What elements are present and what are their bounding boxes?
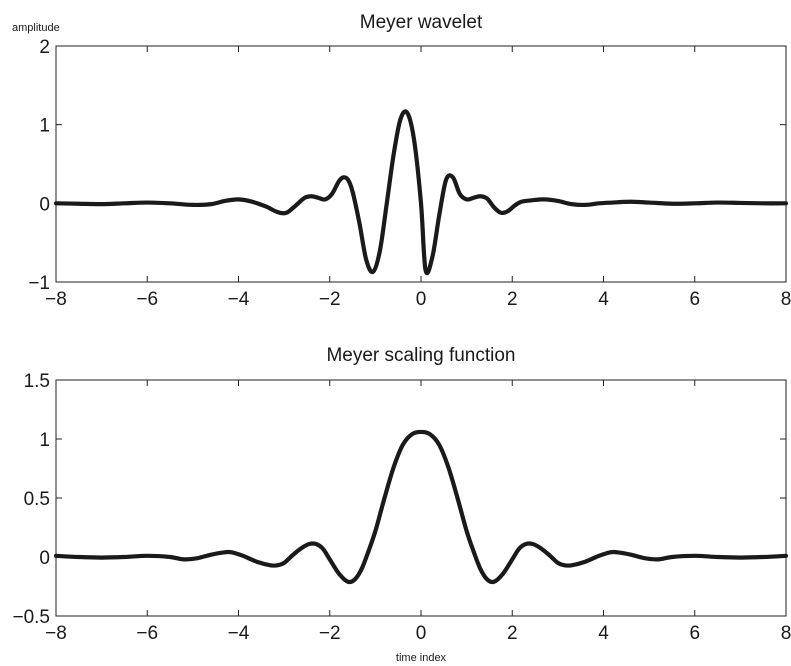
wavelet-xtick-label: 8	[781, 289, 791, 310]
wavelet-xtick-label: 6	[689, 289, 700, 310]
scaling-curve	[53, 429, 789, 585]
wavelet-panel: Meyer wavelet −8 −6 −4 −2 0 2 4 6 8 −1 0 1 2	[28, 12, 791, 310]
wavelet-xtick-label: 0	[416, 289, 427, 310]
scaling-ytick-label: −0.5	[12, 607, 50, 628]
scaling-axes-frame	[55, 379, 787, 617]
wavelet-xtick-label: 4	[598, 289, 609, 310]
wavelet-axes-frame	[55, 45, 787, 283]
y-axis-label: amplitude	[12, 22, 60, 34]
wavelet-xtick-label: 2	[507, 289, 518, 310]
wavelet-title: Meyer wavelet	[360, 12, 483, 33]
scaling-title: Meyer scaling function	[326, 345, 515, 366]
wavelet-xtick-label: −4	[228, 289, 250, 310]
wavelet-xtick-label: −8	[45, 289, 67, 310]
wavelet-ticks: −8 −6 −4 −2 0 2 4 6 8 −1 0 1 2	[28, 37, 791, 310]
scaling-xtick-label: −8	[45, 623, 67, 644]
scaling-ticks: −8 −6 −4 −2 0 2 4 6 8 −0.5 0 0.5 1 1.5	[12, 371, 791, 644]
wavelet-ytick-label: −1	[28, 273, 50, 294]
wavelet-ytick-label: 1	[39, 116, 50, 137]
scaling-xtick-label: 8	[781, 623, 791, 644]
scaling-xtick-label: −6	[136, 623, 158, 644]
x-axis-label: time index	[396, 652, 447, 664]
wavelet-xtick-label: −2	[319, 289, 341, 310]
scaling-panel: Meyer scaling function −8 −6 −4 −2 0 2 4 6 8 −0.5…	[12, 345, 791, 644]
scaling-xtick-label: 0	[416, 623, 427, 644]
wavelet-curve	[53, 109, 789, 276]
scaling-xtick-label: −4	[228, 623, 250, 644]
scaling-xtick-label: 6	[689, 623, 700, 644]
scaling-ytick-label: 1.5	[24, 371, 50, 392]
wavelet-ytick-label: 0	[39, 194, 50, 215]
scaling-ytick-label: 0.5	[24, 489, 50, 510]
scaling-ytick-label: 0	[39, 548, 50, 569]
scaling-ytick-label: 1	[39, 430, 50, 451]
scaling-xtick-label: 4	[598, 623, 609, 644]
wavelet-xtick-label: −6	[136, 289, 158, 310]
scaling-xtick-label: −2	[319, 623, 341, 644]
wavelet-ytick-label: 2	[39, 37, 50, 58]
scaling-xtick-label: 2	[507, 623, 518, 644]
